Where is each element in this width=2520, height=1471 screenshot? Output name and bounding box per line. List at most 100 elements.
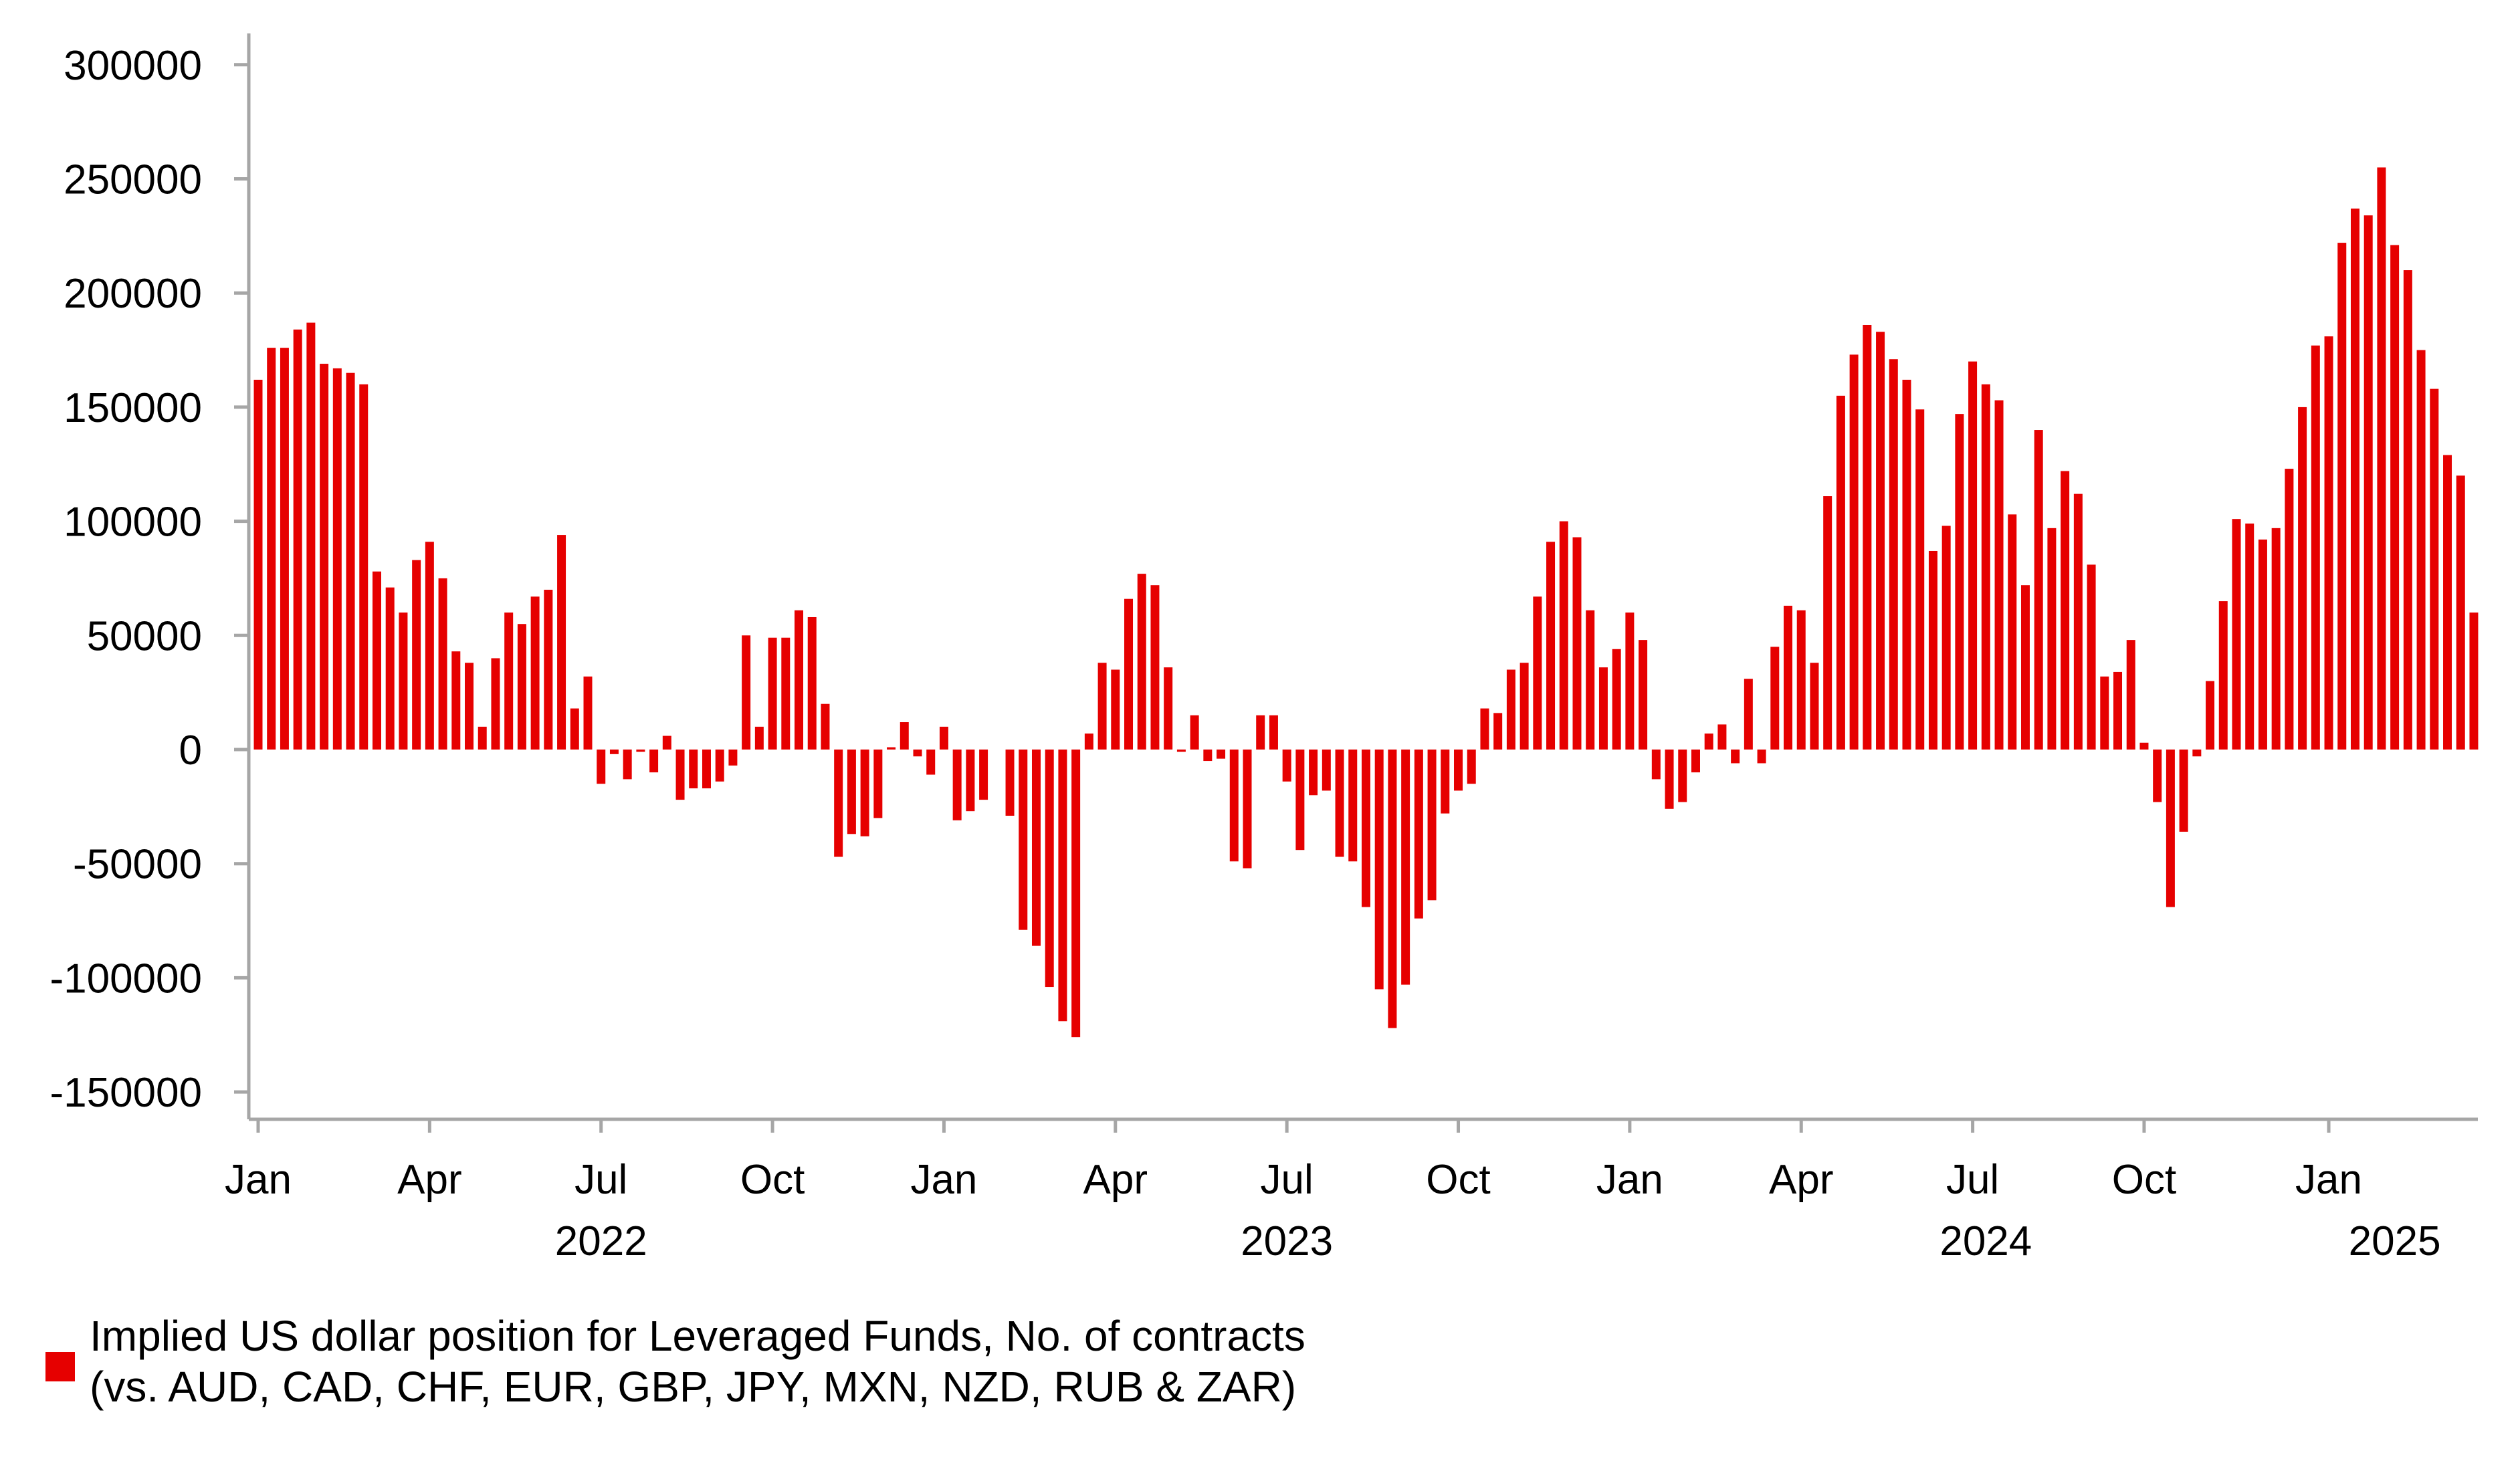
bar <box>887 747 896 750</box>
y-tick-label: -150000 <box>49 1070 202 1116</box>
bar <box>1427 750 1437 901</box>
bar <box>926 750 936 775</box>
bar <box>293 329 302 750</box>
y-tick-label: 0 <box>179 727 202 774</box>
bar <box>2166 750 2175 907</box>
legend-line-2: (vs. AUD, CAD, CHF, EUR, GBP, JPY, MXN, … <box>90 1363 1297 1411</box>
bar <box>675 750 685 800</box>
bar <box>1243 750 1252 869</box>
bar <box>1849 354 1859 750</box>
bar <box>1071 750 1081 1038</box>
bar <box>649 750 659 773</box>
bar <box>2416 350 2426 750</box>
bar <box>306 322 316 750</box>
bars <box>253 167 2479 1038</box>
bar <box>570 708 579 750</box>
bar <box>1823 496 1832 750</box>
bar <box>1994 400 2004 750</box>
bar <box>597 750 606 784</box>
bar <box>1256 715 1265 750</box>
bar <box>1019 750 1028 930</box>
bar <box>1480 708 1489 750</box>
bar <box>834 750 843 857</box>
y-axis: 300000 250000 200000 150000 100000 50000 0 -500… <box>49 33 251 1119</box>
bar <box>1150 585 1160 750</box>
bar <box>544 590 553 750</box>
bar <box>1084 733 1093 750</box>
bar <box>1810 663 1819 750</box>
bar <box>451 651 461 750</box>
bar <box>2364 215 2373 750</box>
bar <box>715 750 724 782</box>
bar <box>1269 715 1278 750</box>
y-tick-label: 200000 <box>64 271 202 317</box>
bar <box>1295 750 1305 851</box>
bar <box>847 750 856 834</box>
bar <box>2073 493 2083 750</box>
bar <box>2311 345 2320 750</box>
bar <box>346 372 355 750</box>
bar <box>860 750 869 836</box>
bar <box>2126 640 2135 750</box>
bar <box>1111 669 1120 750</box>
bar <box>1955 414 1964 750</box>
bar <box>1005 750 1015 816</box>
x-tick-label: Apr <box>397 1157 461 1203</box>
bar <box>1836 395 1845 750</box>
y-tick-label: 250000 <box>64 157 202 203</box>
bar <box>2008 514 2017 750</box>
bar <box>1889 359 1898 750</box>
bar <box>1928 550 1937 750</box>
bar <box>1876 332 1885 750</box>
bar <box>939 726 948 750</box>
bar <box>1124 598 1134 750</box>
x-tick-label: Jul <box>574 1157 627 1203</box>
bar <box>2153 750 2162 802</box>
bar <box>1691 750 1700 773</box>
bar <box>1335 750 1344 857</box>
bar <box>2271 528 2281 750</box>
bar <box>1546 542 1556 750</box>
bar <box>1322 750 1331 791</box>
bar <box>1639 640 1648 750</box>
bar <box>385 587 395 750</box>
y-tick-label: 50000 <box>87 613 202 659</box>
bar <box>2324 336 2333 750</box>
bar <box>2087 564 2096 750</box>
bar <box>728 750 738 766</box>
bar <box>742 635 751 750</box>
y-tick-label: 300000 <box>64 43 202 89</box>
bar <box>1533 596 1542 750</box>
bar <box>1968 361 1978 750</box>
bar <box>2179 750 2188 832</box>
bar <box>2206 681 2215 750</box>
x-tick-label: Oct <box>2112 1157 2176 1203</box>
bar <box>2337 243 2347 750</box>
bar <box>1717 724 1727 750</box>
bar <box>873 750 883 818</box>
bar <box>689 750 698 789</box>
bar <box>465 663 474 750</box>
bar <box>2232 519 2241 750</box>
bar <box>2390 245 2400 750</box>
y-tick-label: 150000 <box>64 385 202 431</box>
x-tick-label: Jul <box>1946 1157 1999 1203</box>
bar <box>1572 537 1582 750</box>
bar <box>754 726 764 750</box>
bar <box>320 364 329 750</box>
bar <box>491 658 500 750</box>
bar <box>1414 750 1423 919</box>
bar <box>2034 430 2043 750</box>
bar <box>583 676 593 750</box>
bar <box>1388 750 1397 1028</box>
bar <box>504 612 514 750</box>
bar <box>1441 750 1450 814</box>
bar <box>2061 471 2070 750</box>
bar <box>1586 610 1595 750</box>
bar <box>1941 526 1951 750</box>
bar <box>412 560 421 750</box>
legend-label: Implied US dollar position for Leveraged… <box>90 1311 1305 1412</box>
bar <box>900 722 909 750</box>
x-tick-label: Apr <box>1083 1157 1148 1203</box>
bar <box>280 348 289 750</box>
